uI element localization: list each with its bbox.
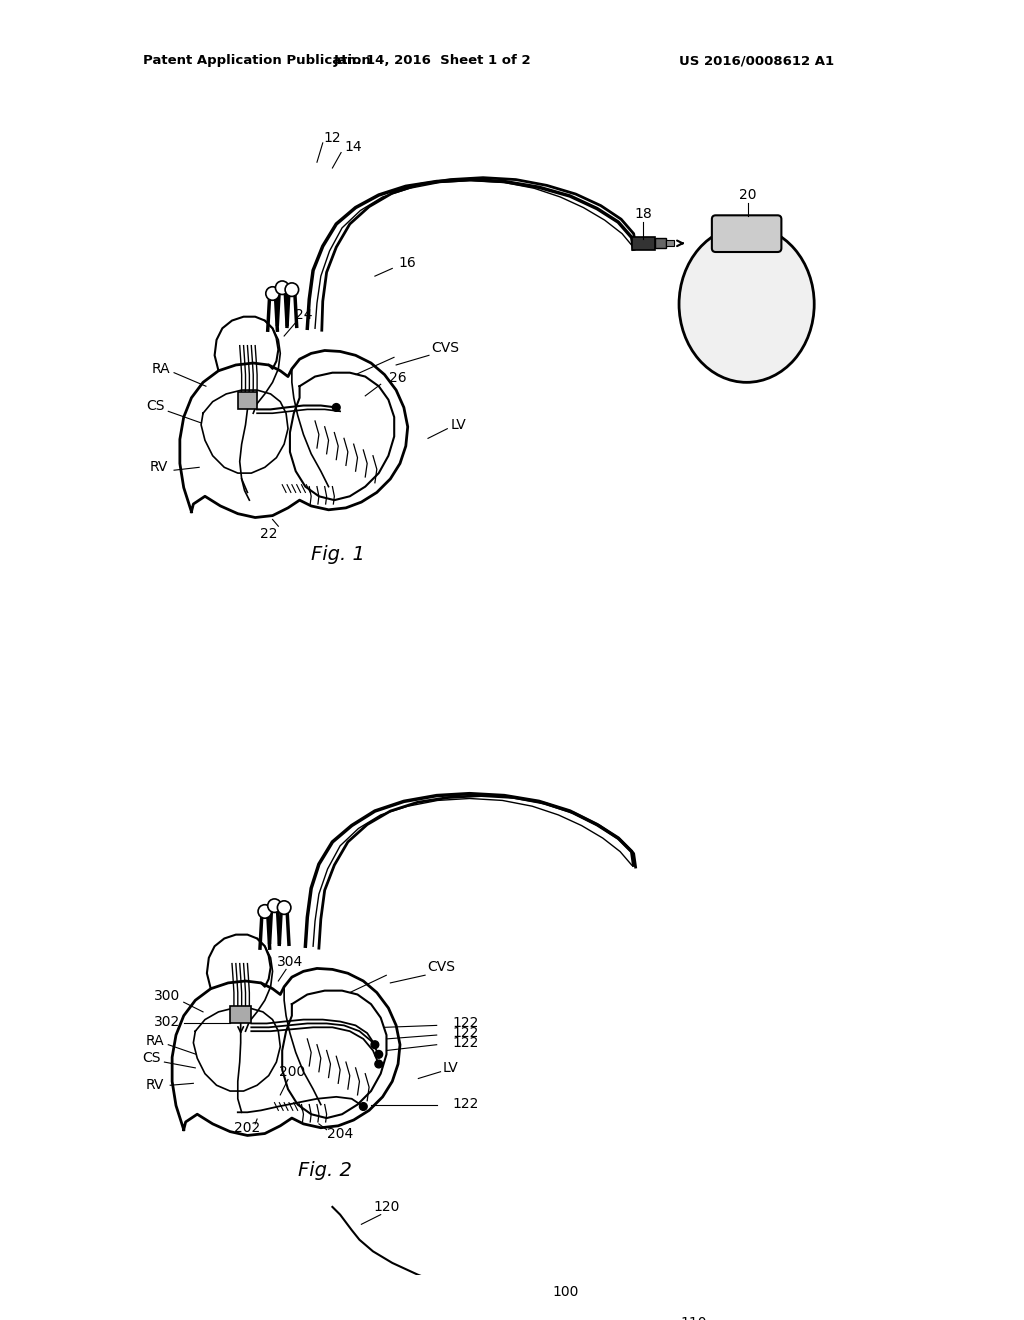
Bar: [667, 240, 674, 247]
Text: 300: 300: [154, 990, 180, 1003]
Bar: [632, 236, 655, 249]
Text: RV: RV: [150, 461, 168, 474]
Text: LV: LV: [442, 1061, 458, 1074]
Text: Fig. 2: Fig. 2: [298, 1160, 351, 1180]
Text: 120: 120: [374, 1200, 399, 1214]
Text: 304: 304: [276, 954, 303, 969]
Text: 14: 14: [345, 140, 362, 153]
Text: 122: 122: [453, 1036, 478, 1049]
Text: RV: RV: [146, 1078, 165, 1092]
Text: CVS: CVS: [427, 961, 455, 974]
Text: CVS: CVS: [431, 341, 459, 355]
Text: 12: 12: [324, 131, 341, 145]
FancyBboxPatch shape: [712, 215, 781, 252]
Text: 200: 200: [279, 1065, 305, 1078]
Text: 202: 202: [234, 1121, 260, 1135]
Text: LV: LV: [451, 418, 466, 432]
Bar: [655, 239, 667, 248]
Text: 204: 204: [327, 1126, 353, 1140]
Text: 110: 110: [680, 1316, 707, 1320]
Text: 122: 122: [453, 1026, 478, 1040]
Circle shape: [375, 1060, 383, 1068]
Text: 16: 16: [398, 256, 417, 269]
Text: RA: RA: [152, 362, 170, 376]
Text: CS: CS: [142, 1051, 161, 1065]
Text: 302: 302: [154, 1015, 180, 1028]
Circle shape: [333, 404, 340, 412]
Circle shape: [371, 1041, 379, 1048]
Ellipse shape: [630, 1313, 680, 1320]
Text: 122: 122: [453, 1016, 478, 1031]
Circle shape: [267, 899, 282, 912]
Text: 24: 24: [295, 308, 312, 322]
Circle shape: [359, 1102, 368, 1110]
Bar: [238, 392, 257, 409]
Text: Jan. 14, 2016  Sheet 1 of 2: Jan. 14, 2016 Sheet 1 of 2: [334, 54, 531, 67]
Circle shape: [266, 286, 280, 300]
Circle shape: [285, 282, 299, 297]
Text: 18: 18: [635, 207, 652, 222]
Text: 122: 122: [453, 1097, 478, 1110]
Text: 22: 22: [260, 527, 278, 541]
Circle shape: [375, 1051, 383, 1059]
Circle shape: [258, 904, 271, 919]
Circle shape: [278, 900, 291, 915]
Text: CS: CS: [145, 399, 165, 413]
Text: 20: 20: [739, 187, 757, 202]
Bar: [230, 1006, 251, 1023]
Text: 26: 26: [389, 371, 407, 385]
Text: 100: 100: [553, 1284, 580, 1299]
Circle shape: [275, 281, 289, 294]
Text: Fig. 1: Fig. 1: [311, 545, 366, 564]
Text: Patent Application Publication: Patent Application Publication: [143, 54, 371, 67]
Text: RA: RA: [145, 1034, 165, 1048]
Text: US 2016/0008612 A1: US 2016/0008612 A1: [679, 54, 835, 67]
Ellipse shape: [679, 226, 814, 383]
